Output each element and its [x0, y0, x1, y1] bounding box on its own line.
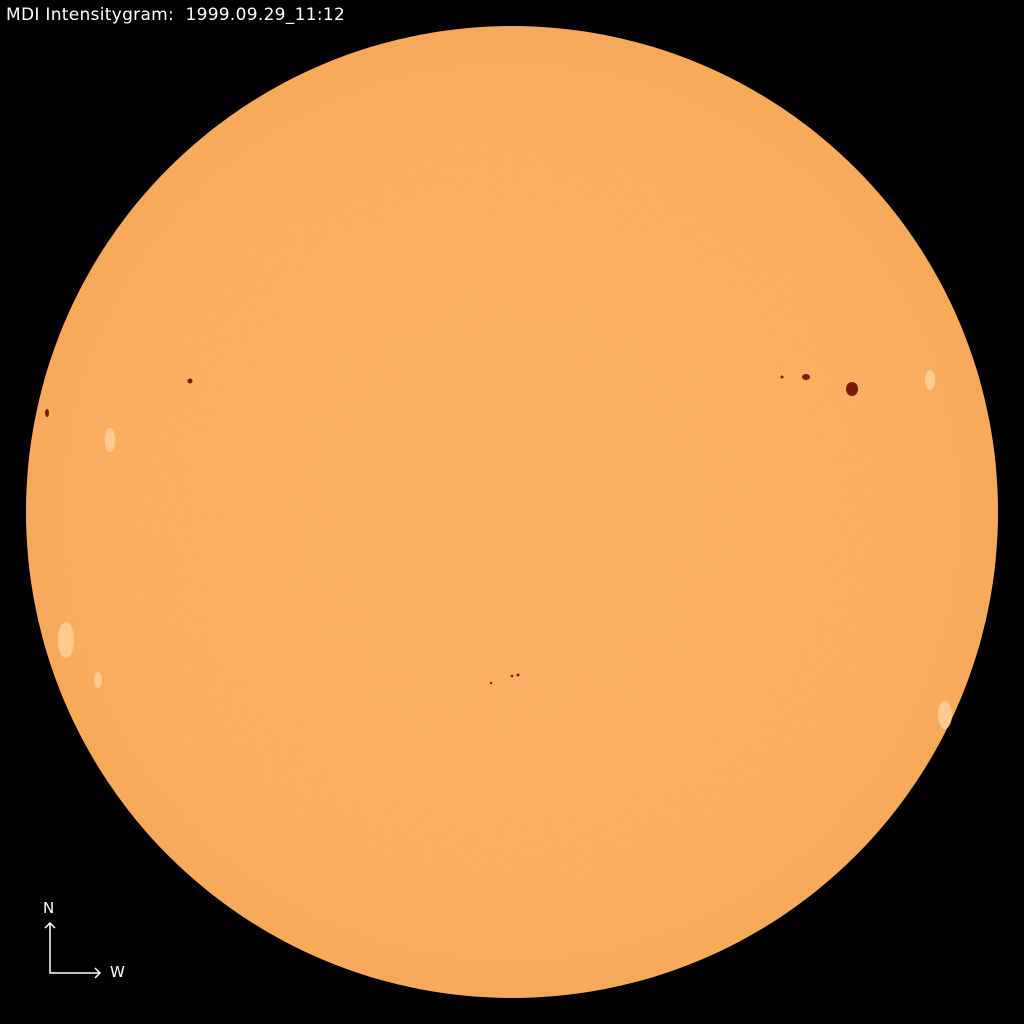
- sunspot: [510, 674, 514, 678]
- sunspots: [45, 374, 858, 685]
- image-title: MDI Intensitygram: 1999.09.29_11:12: [6, 5, 346, 25]
- west-label: W: [110, 963, 125, 981]
- north-label: N: [43, 899, 55, 917]
- sunspot: [489, 681, 493, 685]
- faculae: [58, 370, 952, 729]
- sunspot: [846, 382, 858, 396]
- sunspot: [45, 409, 49, 417]
- sunspot: [802, 374, 810, 380]
- sunspot: [187, 378, 193, 384]
- sunspot: [780, 375, 784, 379]
- compass-arrows: [44, 921, 102, 979]
- granulation-texture: [26, 26, 998, 998]
- sunspot: [516, 673, 520, 677]
